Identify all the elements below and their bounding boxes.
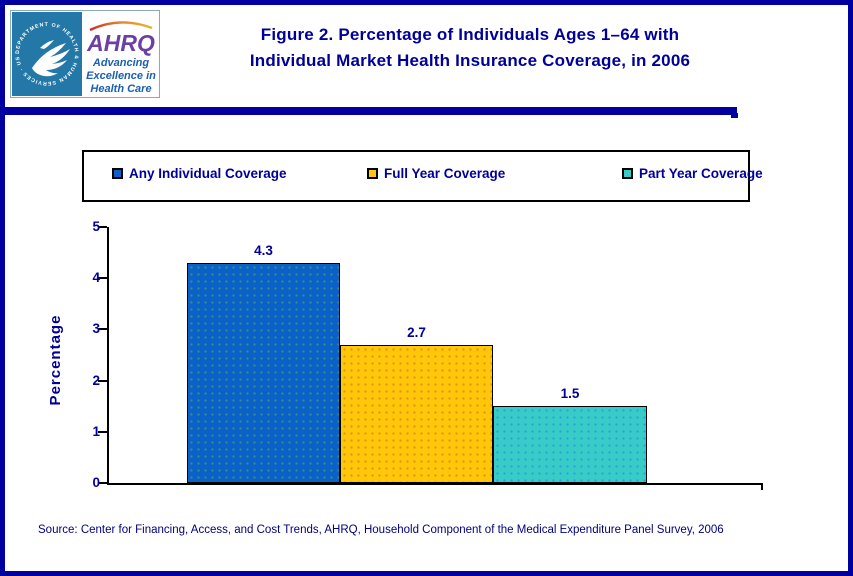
bar-column-part-year-coverage: 1.5	[493, 227, 647, 483]
header-divider-endcap	[731, 113, 738, 118]
y-axis-tick	[98, 328, 107, 331]
bar-value-label: 1.5	[560, 386, 580, 401]
svg-text:AHRQ: AHRQ	[86, 30, 155, 56]
legend-label: Any Individual Coverage	[129, 166, 287, 181]
y-axis-tick	[98, 277, 107, 280]
y-axis-title: Percentage	[47, 314, 64, 406]
svg-text:Health Care: Health Care	[90, 83, 151, 95]
y-axis-tick	[98, 379, 107, 382]
y-axis-tick	[98, 226, 107, 228]
legend-swatch-teal	[622, 168, 633, 179]
y-axis-tick-label: 3	[92, 321, 100, 337]
ahrq-hhs-logo: DEPARTMENT OF HEALTH & HUMAN SERVICES · …	[10, 10, 160, 98]
y-axis-tick-label: 1	[92, 423, 100, 439]
y-axis-line	[107, 227, 109, 485]
bar-value-label: 2.7	[407, 325, 426, 340]
legend-swatch-blue	[112, 168, 123, 179]
bar-full-year-coverage	[340, 345, 493, 483]
y-axis-tick	[98, 482, 107, 484]
svg-text:Excellence in: Excellence in	[86, 70, 156, 82]
x-axis-end-tick	[761, 483, 763, 490]
y-axis-tick-label: 4	[92, 270, 100, 286]
y-axis-tick-label: 2	[92, 372, 100, 388]
y-axis-tick-label: 0	[92, 475, 100, 490]
source-note: Source: Center for Financing, Access, an…	[38, 524, 724, 536]
header-divider-bar	[5, 107, 737, 115]
ahrq-wordmark: AHRQ Advancing Excellence in Health Care	[86, 21, 156, 95]
legend-item-part-year-coverage: Part Year Coverage	[622, 166, 763, 181]
y-axis-tick-label: 5	[92, 219, 100, 234]
legend-label: Part Year Coverage	[639, 166, 763, 181]
x-axis-line	[107, 483, 763, 485]
figure-title-line2: Individual Market Health Insurance Cover…	[249, 51, 691, 70]
legend-item-any-individual-coverage: Any Individual Coverage	[112, 166, 287, 181]
bar-any-individual-coverage	[187, 263, 340, 483]
chart-legend: Any Individual Coverage Full Year Covera…	[82, 150, 763, 202]
legend-swatch-yellow	[367, 168, 378, 179]
svg-text:Advancing: Advancing	[92, 57, 150, 69]
legend-item-full-year-coverage: Full Year Coverage	[367, 166, 505, 181]
legend-label: Full Year Coverage	[384, 166, 506, 181]
y-axis-tick	[98, 430, 107, 433]
bar-column-full-year-coverage: 2.7	[340, 227, 493, 483]
bar-part-year-coverage	[493, 406, 647, 483]
figure-title: Figure 2. Percentage of Individuals Ages…	[150, 22, 790, 74]
bar-value-label: 4.3	[254, 243, 273, 258]
bar-column-any-individual-coverage: 4.3	[187, 227, 340, 483]
figure-title-line1: Figure 2. Percentage of Individuals Ages…	[260, 25, 680, 44]
